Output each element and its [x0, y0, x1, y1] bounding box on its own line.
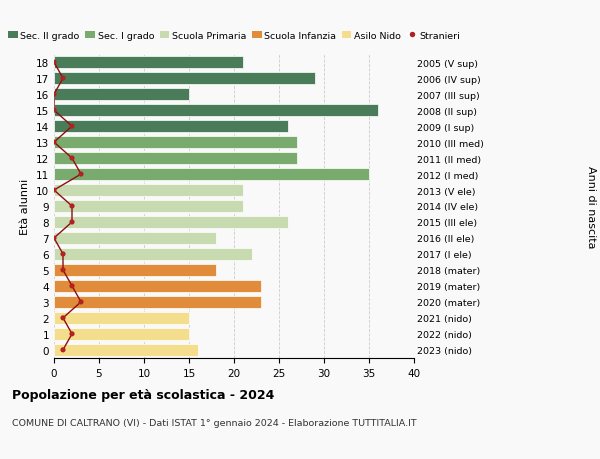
Bar: [54, 105, 378, 117]
Point: [58, 75, 68, 83]
Point: [67, 155, 77, 162]
Text: Popolazione per età scolastica - 2024: Popolazione per età scolastica - 2024: [12, 388, 274, 401]
Bar: [54, 312, 189, 324]
Point: [49, 139, 59, 146]
Text: Anni di nascita: Anni di nascita: [586, 165, 596, 248]
Point: [58, 314, 68, 322]
Bar: [54, 264, 216, 276]
Bar: [54, 232, 216, 244]
Y-axis label: Età alunni: Età alunni: [20, 179, 31, 235]
Point: [67, 123, 77, 130]
Bar: [54, 73, 315, 85]
Bar: [54, 344, 198, 356]
Bar: [54, 280, 261, 292]
Point: [49, 107, 59, 115]
Point: [49, 59, 59, 67]
Point: [49, 187, 59, 194]
Point: [58, 267, 68, 274]
Bar: [54, 153, 297, 165]
Point: [67, 203, 77, 210]
Point: [67, 283, 77, 290]
Text: COMUNE DI CALTRANO (VI) - Dati ISTAT 1° gennaio 2024 - Elaborazione TUTTITALIA.I: COMUNE DI CALTRANO (VI) - Dati ISTAT 1° …: [12, 418, 416, 427]
Point: [76, 171, 86, 179]
Bar: [54, 121, 288, 133]
Point: [58, 251, 68, 258]
Bar: [54, 57, 243, 69]
Legend: Sec. II grado, Sec. I grado, Scuola Primaria, Scuola Infanzia, Asilo Nido, Stran: Sec. II grado, Sec. I grado, Scuola Prim…: [4, 28, 464, 45]
Bar: [54, 185, 243, 196]
Point: [49, 235, 59, 242]
Bar: [54, 89, 189, 101]
Bar: [54, 168, 369, 181]
Point: [76, 298, 86, 306]
Bar: [54, 217, 288, 229]
Bar: [54, 248, 252, 260]
Point: [49, 91, 59, 99]
Point: [67, 219, 77, 226]
Bar: [54, 296, 261, 308]
Point: [58, 347, 68, 354]
Bar: [54, 137, 297, 149]
Bar: [54, 328, 189, 340]
Bar: [54, 201, 243, 213]
Point: [67, 330, 77, 338]
